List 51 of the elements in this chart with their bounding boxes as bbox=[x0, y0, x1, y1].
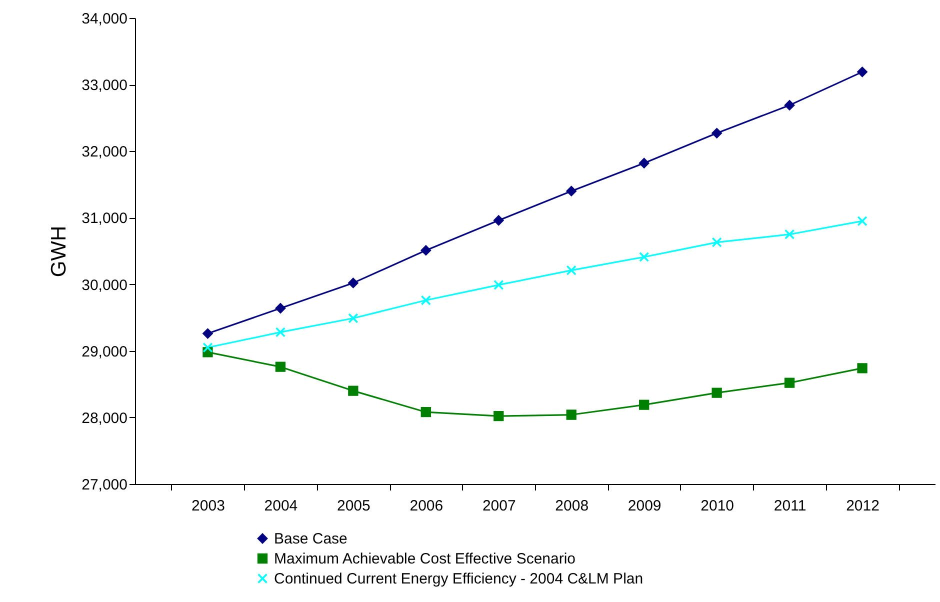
x-tick-label: 2005 bbox=[336, 498, 370, 514]
point bbox=[784, 229, 795, 240]
point bbox=[639, 252, 650, 262]
point bbox=[857, 216, 868, 226]
y-tick-label: 33,000 bbox=[82, 77, 128, 94]
y-axis-title: GWH bbox=[48, 226, 71, 278]
x-tick-label: 2011 bbox=[774, 498, 806, 514]
point bbox=[202, 342, 213, 353]
point bbox=[784, 378, 795, 388]
y-tick-label: 29,000 bbox=[82, 343, 128, 360]
legend-label: Base Case bbox=[274, 530, 348, 548]
y-tick-label: 28,000 bbox=[82, 410, 128, 427]
y-tick-label: 34,000 bbox=[82, 10, 128, 28]
legend-label: Continued Current Energy Efficiency - 2004 C&LM Plan bbox=[274, 570, 644, 588]
point bbox=[639, 158, 650, 168]
y-tick-label: 31,000 bbox=[82, 210, 128, 228]
x-tick-label: 2006 bbox=[410, 498, 444, 514]
y-tick-label: 32,000 bbox=[82, 144, 128, 161]
x-tick-label: 2008 bbox=[555, 498, 589, 514]
x-tick-label: 2007 bbox=[482, 498, 516, 514]
point bbox=[202, 328, 213, 339]
point bbox=[857, 363, 868, 374]
x-tick-label: 2004 bbox=[264, 498, 298, 514]
point bbox=[348, 278, 358, 288]
x-tick-label: 2012 bbox=[846, 498, 880, 514]
point bbox=[348, 386, 358, 396]
x-tick-label: 2010 bbox=[700, 498, 734, 514]
point bbox=[275, 303, 286, 314]
x-tick-label: 2003 bbox=[192, 498, 225, 514]
point bbox=[348, 313, 358, 324]
point bbox=[639, 400, 650, 410]
point bbox=[566, 265, 576, 276]
point bbox=[712, 237, 722, 248]
point bbox=[494, 215, 504, 226]
point bbox=[420, 245, 431, 256]
point bbox=[420, 407, 431, 418]
point bbox=[275, 327, 286, 338]
point bbox=[494, 280, 504, 290]
point bbox=[494, 411, 504, 422]
y-tick-label: 27,000 bbox=[82, 476, 128, 494]
point bbox=[275, 362, 286, 372]
point bbox=[712, 388, 722, 398]
point bbox=[566, 410, 576, 420]
point bbox=[857, 66, 868, 78]
legend-label: Maximum Achievable Cost Effective Scenario bbox=[274, 550, 576, 568]
point bbox=[712, 128, 722, 138]
y-tick-label: 30,000 bbox=[82, 276, 128, 294]
x-tick-label: 2009 bbox=[628, 498, 662, 514]
point bbox=[784, 100, 795, 110]
point bbox=[420, 295, 431, 306]
point bbox=[566, 186, 576, 196]
